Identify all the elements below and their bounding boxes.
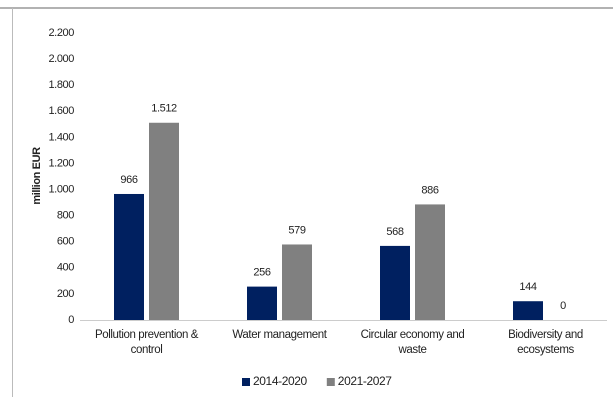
data-label: 1.512	[151, 103, 177, 115]
y-tick-label: 1.600	[48, 105, 74, 117]
legend-swatch	[242, 378, 250, 386]
y-tick-label: 800	[57, 210, 74, 222]
y-tick-label: 0	[68, 314, 74, 326]
data-label: 144	[519, 281, 536, 293]
bar	[282, 244, 312, 320]
data-label: 568	[386, 226, 403, 238]
data-label: 256	[253, 267, 270, 279]
y-tick-label: 1.400	[48, 131, 74, 143]
y-tick-label: 2.000	[48, 53, 74, 65]
legend-label: 2021-2027	[338, 374, 393, 388]
data-label: 886	[421, 184, 438, 196]
bar	[247, 286, 277, 320]
data-label: 966	[120, 174, 137, 186]
y-tick-label: 1.000	[48, 183, 74, 195]
bar	[380, 245, 410, 320]
legend-label: 2014-2020	[253, 374, 308, 388]
x-tick-label: Circular economy and waste	[360, 329, 465, 356]
data-label: 579	[288, 224, 305, 236]
y-tick-label: 1.200	[48, 157, 74, 169]
y-tick-label: 400	[57, 262, 74, 274]
y-tick-label: 200	[57, 288, 74, 300]
x-tick-label: Biodiversity and ecosystems	[508, 329, 583, 356]
y-tick-label: 600	[57, 236, 74, 248]
data-label: 0	[560, 300, 566, 312]
y-tick-label: 2.200	[48, 27, 74, 39]
legend-swatch	[326, 378, 335, 386]
bar	[114, 193, 144, 320]
bar	[513, 301, 543, 320]
x-tick-label: Pollution prevention & control	[94, 329, 199, 356]
bar	[415, 204, 445, 320]
x-tick-label: Water management	[232, 329, 327, 341]
bar	[149, 122, 179, 321]
y-axis-label: million EUR	[31, 147, 43, 205]
y-tick-label: 1.800	[48, 79, 74, 91]
